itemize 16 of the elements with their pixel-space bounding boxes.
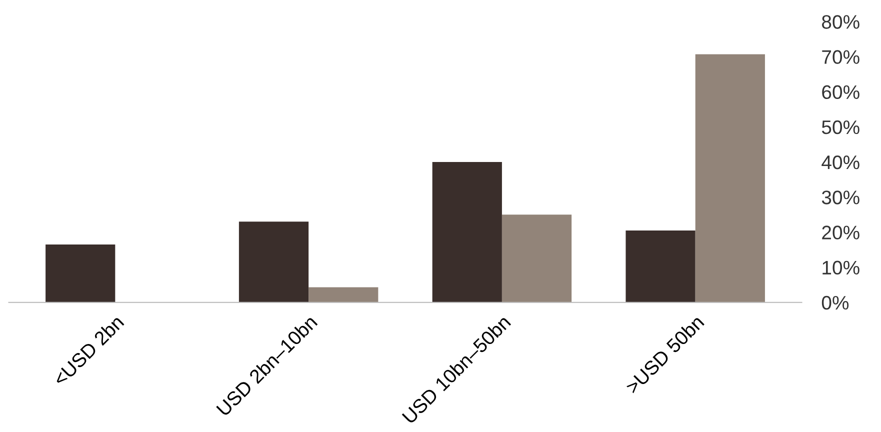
y-tick-label: 80% [822,15,860,29]
y-tick-label: 0% [822,296,849,310]
bar [626,230,696,302]
bar [238,222,309,302]
bar [432,162,502,302]
bar [308,287,378,302]
y-tick-label: 20% [822,226,860,240]
y-tick-label: 40% [822,155,860,170]
y-tick-label: 70% [822,50,860,64]
y-tick-label: 50% [822,120,860,134]
bar [502,214,572,302]
y-tick-label: 30% [822,190,860,204]
y-tick-label: 10% [822,260,860,275]
bar [46,244,116,302]
y-tick-label: 60% [822,85,860,100]
bar [695,54,765,302]
